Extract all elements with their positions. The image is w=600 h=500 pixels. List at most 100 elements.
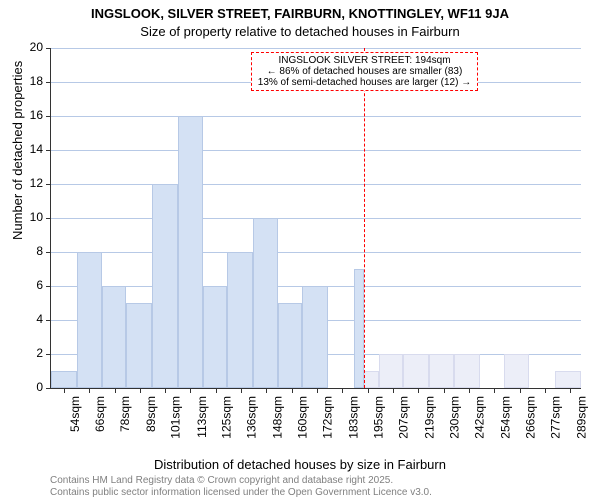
annotation-box: INGSLOOK SILVER STREET: 194sqm← 86% of d… — [251, 52, 478, 91]
histogram-bar — [227, 252, 253, 388]
chart-subtitle: Size of property relative to detached ho… — [0, 24, 600, 39]
xtick-mark — [342, 388, 343, 393]
xtick-label: 125sqm — [220, 396, 234, 439]
ytick-mark — [46, 82, 51, 83]
histogram-bar — [278, 303, 302, 388]
histogram-bar — [429, 354, 455, 388]
xtick-mark — [241, 388, 242, 393]
xtick-mark — [89, 388, 90, 393]
xtick-label: 254sqm — [498, 396, 512, 439]
histogram-bar — [152, 184, 178, 388]
xtick-label: 160sqm — [296, 396, 310, 439]
xtick-mark — [317, 388, 318, 393]
ytick-label: 18 — [13, 74, 43, 88]
xtick-mark — [64, 388, 65, 393]
ytick-label: 16 — [13, 108, 43, 122]
xtick-mark — [393, 388, 394, 393]
xtick-mark — [165, 388, 166, 393]
ytick-label: 8 — [13, 244, 43, 258]
histogram-bar — [504, 354, 530, 388]
histogram-bar — [126, 303, 152, 388]
ytick-mark — [46, 286, 51, 287]
xtick-label: 266sqm — [524, 396, 538, 439]
chart-container: INGSLOOK, SILVER STREET, FAIRBURN, KNOTT… — [0, 0, 600, 500]
histogram-bar — [364, 371, 379, 388]
histogram-bar — [253, 218, 279, 388]
xtick-label: 89sqm — [144, 396, 158, 432]
gridline — [51, 150, 581, 151]
xtick-mark — [292, 388, 293, 393]
xtick-label: 172sqm — [321, 396, 335, 439]
ytick-mark — [46, 150, 51, 151]
xtick-label: 136sqm — [245, 396, 259, 439]
histogram-bar — [51, 371, 77, 388]
xtick-label: 230sqm — [448, 396, 462, 439]
xtick-mark — [444, 388, 445, 393]
gridline — [51, 184, 581, 185]
xtick-label: 277sqm — [549, 396, 563, 439]
ytick-mark — [46, 48, 51, 49]
xtick-mark — [266, 388, 267, 393]
annotation-line: INGSLOOK SILVER STREET: 194sqm — [258, 55, 471, 66]
ytick-label: 12 — [13, 176, 43, 190]
footer-licence: Contains public sector information licen… — [50, 487, 432, 498]
xtick-label: 219sqm — [422, 396, 436, 439]
xtick-label: 242sqm — [473, 396, 487, 439]
xtick-mark — [368, 388, 369, 393]
xtick-label: 54sqm — [68, 396, 82, 432]
ytick-label: 10 — [13, 210, 43, 224]
histogram-bar — [354, 269, 365, 388]
xtick-mark — [190, 388, 191, 393]
histogram-bar — [379, 354, 403, 388]
gridline — [51, 48, 581, 49]
footer-copyright: Contains HM Land Registry data © Crown c… — [50, 475, 393, 486]
xtick-mark — [140, 388, 141, 393]
annotation-line: ← 86% of detached houses are smaller (83… — [258, 66, 471, 77]
histogram-bar — [555, 371, 581, 388]
histogram-bar — [178, 116, 204, 388]
histogram-bar — [403, 354, 429, 388]
xtick-label: 113sqm — [194, 396, 208, 438]
ytick-label: 0 — [13, 380, 43, 394]
ytick-label: 14 — [13, 142, 43, 156]
xtick-label: 101sqm — [169, 396, 183, 439]
xtick-mark — [545, 388, 546, 393]
xtick-mark — [216, 388, 217, 393]
xtick-label: 66sqm — [93, 396, 107, 432]
xtick-mark — [494, 388, 495, 393]
ytick-label: 20 — [13, 40, 43, 54]
ytick-label: 6 — [13, 278, 43, 292]
ytick-mark — [46, 388, 51, 389]
x-axis-label: Distribution of detached houses by size … — [0, 457, 600, 472]
chart-title: INGSLOOK, SILVER STREET, FAIRBURN, KNOTT… — [0, 6, 600, 21]
histogram-bar — [302, 286, 328, 388]
xtick-mark — [570, 388, 571, 393]
gridline — [51, 252, 581, 253]
ytick-mark — [46, 252, 51, 253]
ytick-mark — [46, 218, 51, 219]
xtick-mark — [520, 388, 521, 393]
histogram-bar — [454, 354, 480, 388]
xtick-mark — [469, 388, 470, 393]
gridline — [51, 218, 581, 219]
xtick-label: 78sqm — [119, 396, 133, 432]
ytick-label: 2 — [13, 346, 43, 360]
histogram-bar — [203, 286, 227, 388]
xtick-label: 183sqm — [346, 396, 360, 439]
reference-line — [364, 48, 366, 388]
xtick-label: 195sqm — [372, 396, 386, 439]
ytick-mark — [46, 320, 51, 321]
gridline — [51, 116, 581, 117]
ytick-label: 4 — [13, 312, 43, 326]
ytick-mark — [46, 116, 51, 117]
annotation-line: 13% of semi-detached houses are larger (… — [258, 77, 471, 88]
histogram-bar — [77, 252, 103, 388]
xtick-label: 148sqm — [270, 396, 284, 439]
ytick-mark — [46, 354, 51, 355]
xtick-label: 207sqm — [397, 396, 411, 439]
plot-area: 0246810121416182054sqm66sqm78sqm89sqm101… — [50, 48, 581, 389]
xtick-label: 289sqm — [574, 396, 588, 439]
xtick-mark — [115, 388, 116, 393]
xtick-mark — [418, 388, 419, 393]
histogram-bar — [102, 286, 126, 388]
